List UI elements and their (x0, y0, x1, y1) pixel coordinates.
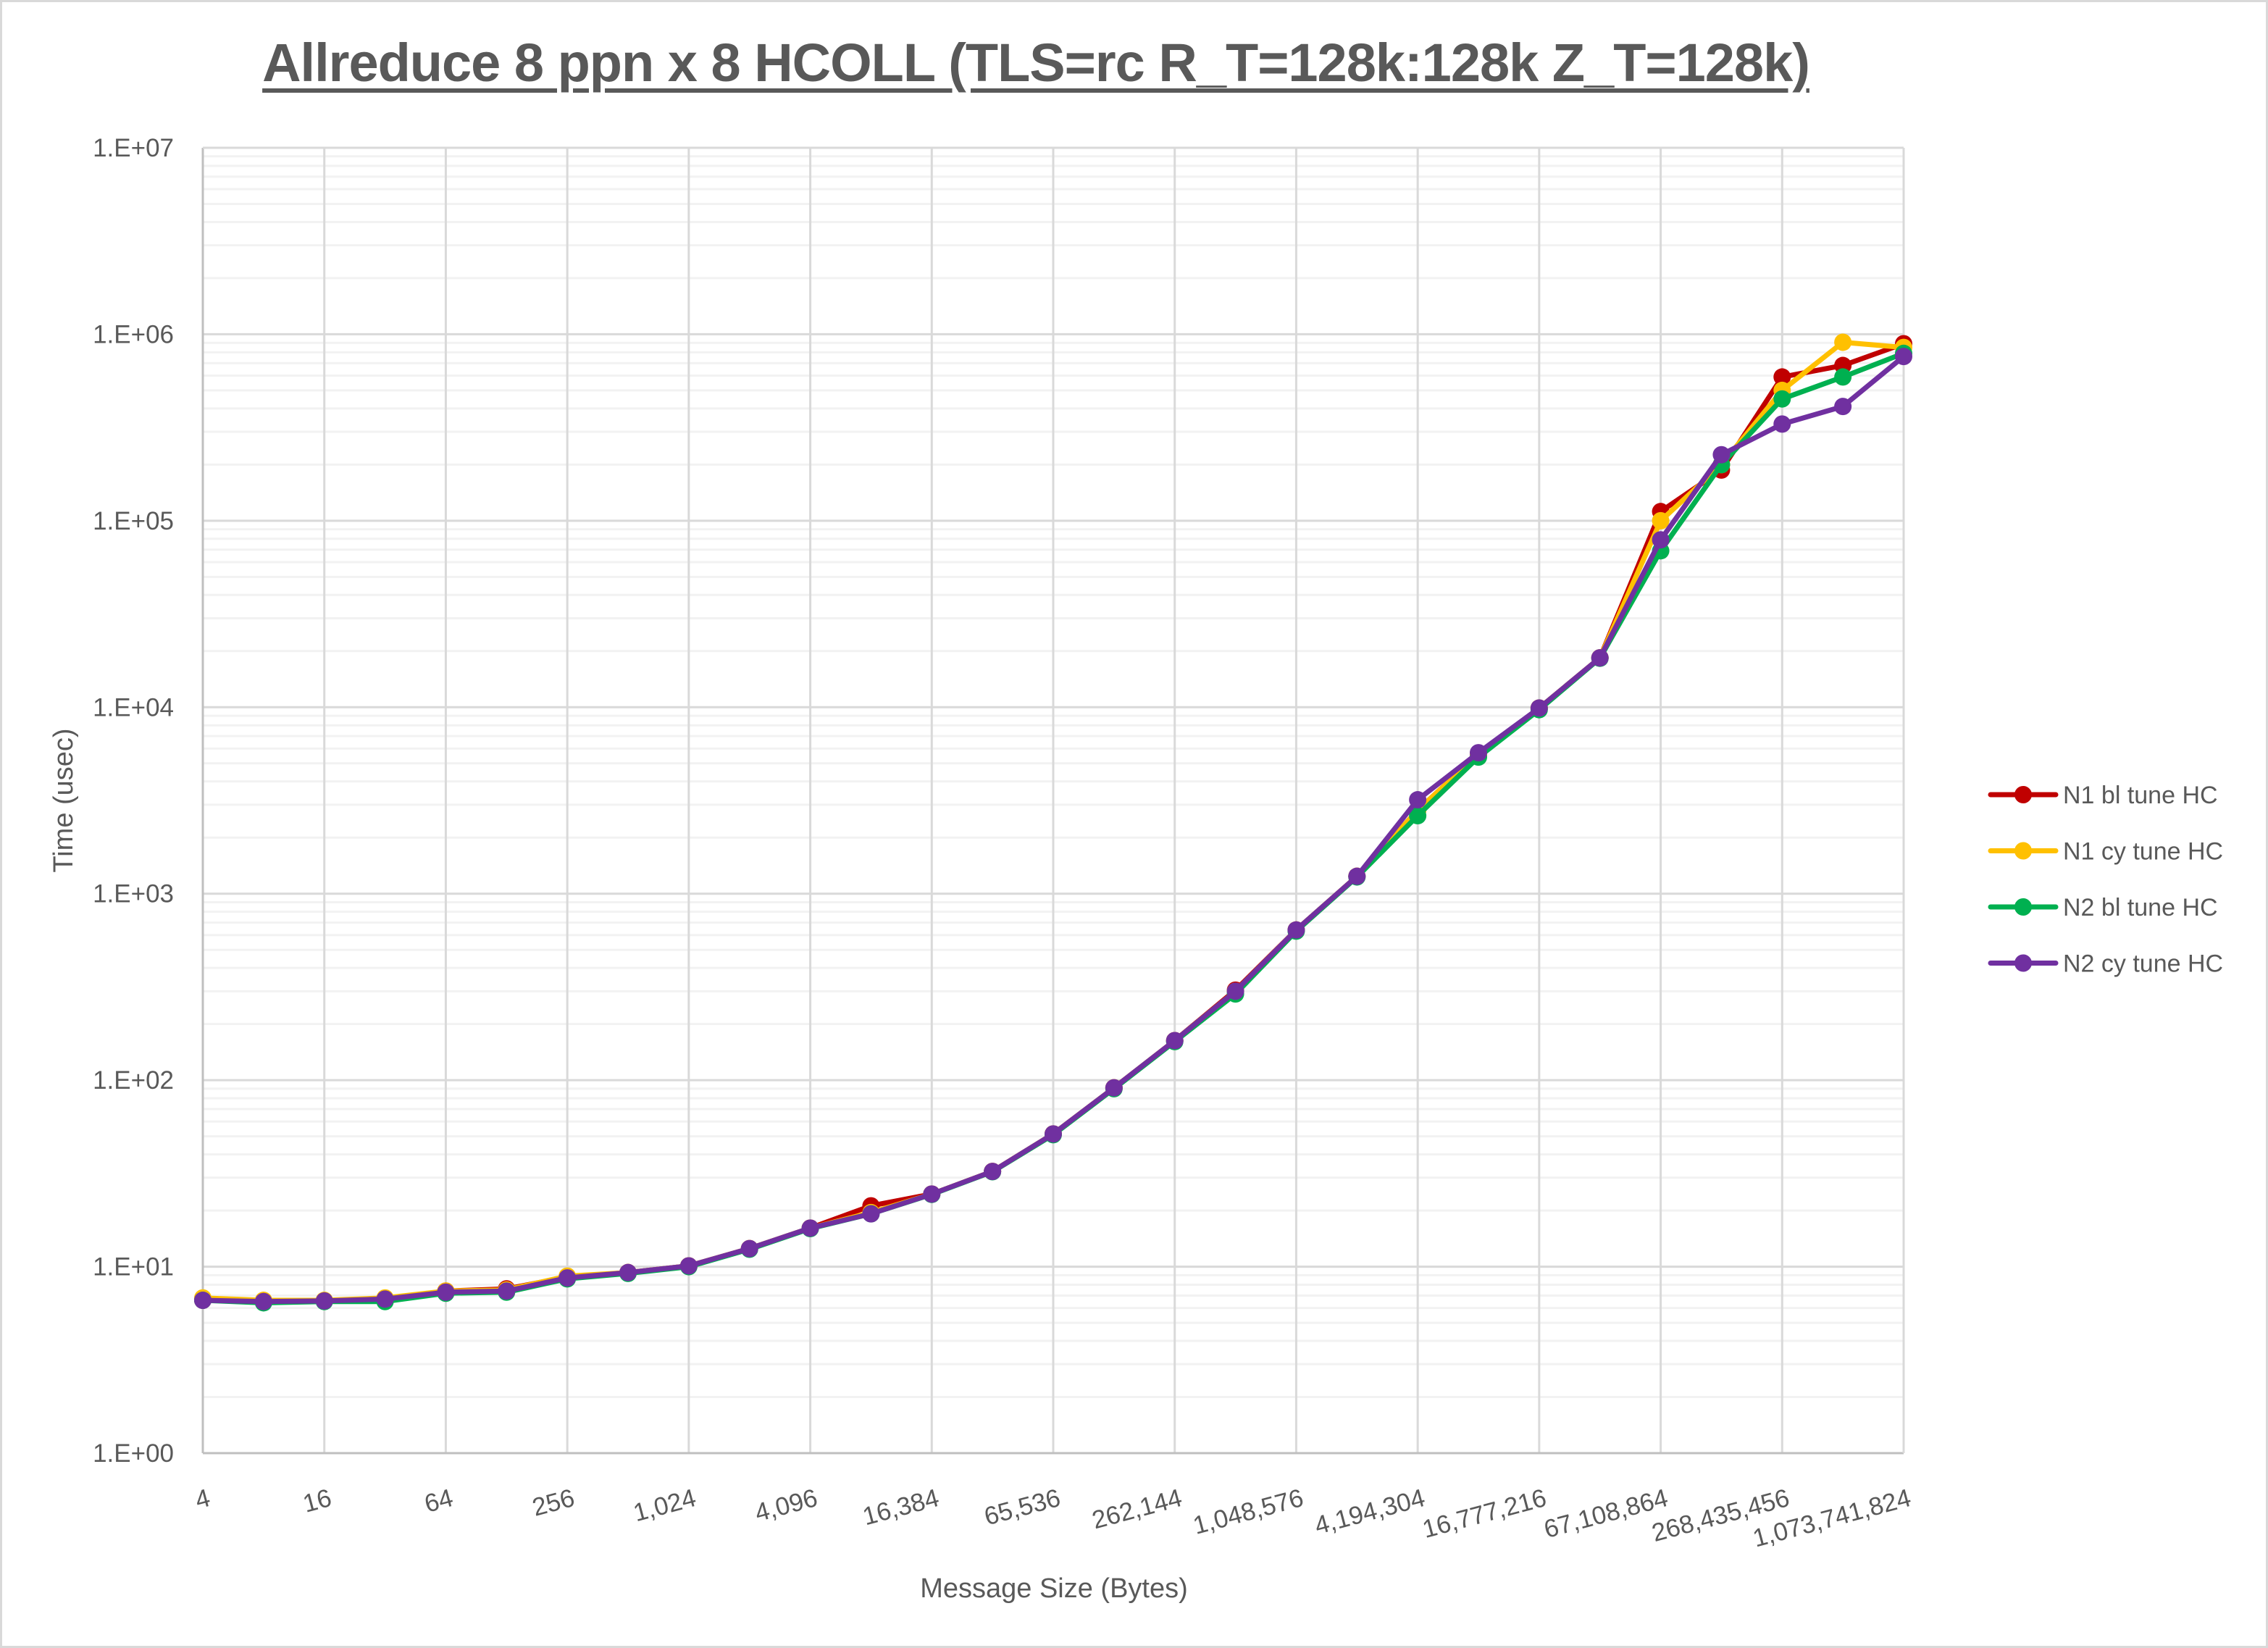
data-point-marker (1530, 699, 1548, 717)
data-point-marker (1287, 921, 1305, 939)
legend-label: N1 bl tune HC (2063, 782, 2218, 809)
x-tick-label: 16,384 (860, 1484, 942, 1531)
data-point-marker (1895, 348, 1912, 366)
data-point-marker (1773, 368, 1791, 386)
x-tick-label: 4,096 (752, 1484, 821, 1527)
data-point-marker (558, 1269, 577, 1287)
data-point-marker (1652, 511, 1670, 530)
y-tick-label: 1.E+05 (93, 507, 174, 535)
legend-dot-icon (2014, 898, 2032, 916)
x-axis-tick-labels: 4 16 64 256 1,024 4,096 16,384 65,536 262,144 1,0… (192, 1484, 1914, 1553)
axes (201, 146, 1905, 1455)
legend-label: N2 cy tune HC (2063, 950, 2223, 978)
data-point-marker (619, 1263, 637, 1281)
x-tick-label: 16,777,216 (1420, 1484, 1549, 1544)
legend-item: N1 bl tune HC (1988, 782, 2218, 809)
y-axis-tick-labels: 1.E+00 1.E+01 1.E+02 1.E+03 1.E+04 1.E+05 1.E+… (93, 134, 174, 1468)
legend-dot-icon (2014, 842, 2032, 860)
data-series (194, 333, 1912, 1312)
data-point-marker (679, 1257, 698, 1275)
data-point-marker (1470, 744, 1487, 762)
y-tick-label: 1.E+01 (93, 1253, 174, 1281)
y-tick-label: 1.E+07 (93, 134, 174, 162)
x-tick-label: 64 (422, 1484, 456, 1518)
data-point-marker (984, 1163, 1002, 1181)
legend-item: N1 cy tune HC (1988, 838, 2223, 866)
legend-dot-icon (2014, 786, 2032, 803)
data-point-marker (1834, 398, 1852, 416)
legend-label: N1 cy tune HC (2063, 838, 2223, 866)
legend-label: N2 bl tune HC (2063, 894, 2218, 921)
y-tick-label: 1.E+00 (93, 1439, 174, 1468)
data-point-marker (315, 1292, 333, 1310)
data-point-marker (1105, 1079, 1123, 1097)
data-point-marker (801, 1219, 819, 1237)
x-tick-label: 4 (192, 1484, 213, 1515)
x-tick-label: 67,108,864 (1541, 1484, 1670, 1544)
y-tick-label: 1.E+04 (93, 693, 174, 721)
x-tick-label: 262,144 (1089, 1484, 1184, 1534)
data-point-marker (254, 1292, 272, 1310)
legend-item: N2 bl tune HC (1988, 894, 2218, 921)
y-tick-label: 1.E+02 (93, 1066, 174, 1095)
data-point-marker (1409, 791, 1427, 809)
data-point-marker (1773, 415, 1791, 433)
data-point-marker (376, 1290, 394, 1308)
data-point-marker (1409, 807, 1427, 825)
x-tick-label: 256 (530, 1484, 578, 1522)
data-point-marker (437, 1283, 455, 1301)
x-tick-label: 16 (300, 1484, 335, 1518)
data-point-marker (1348, 867, 1366, 885)
legend: N1 bl tune HC N1 cy tune HC N2 bl tune HC N… (1988, 782, 2223, 978)
data-point-marker (1166, 1032, 1184, 1050)
x-axis-title: Message Size (Bytes) (920, 1573, 1188, 1604)
data-point-marker (1226, 982, 1244, 1000)
y-axis-title: Time (usec) (49, 728, 79, 872)
data-point-marker (194, 1292, 212, 1310)
data-point-marker (1773, 390, 1791, 408)
data-point-marker (1834, 333, 1852, 351)
y-tick-label: 1.E+06 (93, 320, 174, 348)
data-point-marker (862, 1205, 880, 1223)
data-point-marker (740, 1239, 758, 1258)
x-tick-label: 1,048,576 (1190, 1484, 1307, 1540)
data-point-marker (923, 1185, 941, 1203)
x-tick-label: 4,194,304 (1312, 1484, 1428, 1540)
x-tick-label: 65,536 (982, 1484, 1064, 1531)
chart-title: Allreduce 8 ppn x 8 HCOLL (TLS=rc R_T=12… (262, 33, 1810, 93)
data-point-marker (498, 1282, 516, 1300)
series-n2-cy-tune-hc (194, 348, 1912, 1310)
y-tick-label: 1.E+03 (93, 880, 174, 908)
data-point-marker (1712, 446, 1731, 464)
data-point-marker (1652, 531, 1670, 549)
data-point-marker (1591, 649, 1609, 667)
legend-item: N2 cy tune HC (1988, 950, 2223, 978)
data-point-marker (1834, 368, 1852, 386)
legend-dot-icon (2014, 954, 2032, 972)
data-point-marker (1045, 1125, 1062, 1143)
x-tick-label: 1,024 (630, 1484, 699, 1527)
